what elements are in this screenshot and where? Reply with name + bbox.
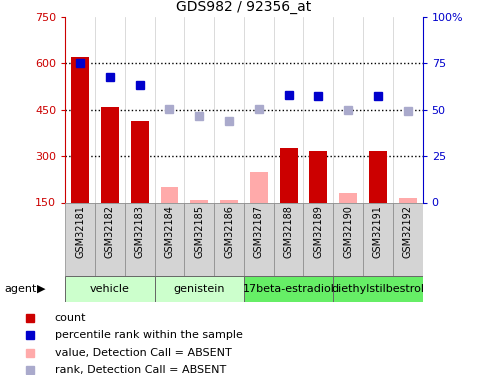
Text: vehicle: vehicle [90,284,130,294]
Text: GSM32192: GSM32192 [403,205,413,258]
Text: GSM32188: GSM32188 [284,205,294,258]
Text: GSM32182: GSM32182 [105,205,115,258]
Bar [155,276,244,302]
Bar [310,150,327,202]
Text: GSM32191: GSM32191 [373,205,383,258]
Bar [155,202,185,276]
Bar [125,202,155,276]
Text: GSM32181: GSM32181 [75,205,85,258]
Bar [339,193,357,202]
Bar [160,187,178,202]
Bar [274,202,303,276]
Bar [280,148,298,202]
Bar [250,172,268,202]
Text: percentile rank within the sample: percentile rank within the sample [55,330,243,340]
Bar [185,202,214,276]
Text: agent: agent [5,284,37,294]
Bar [214,202,244,276]
Bar [71,57,89,202]
Text: GSM32184: GSM32184 [164,205,174,258]
Title: GDS982 / 92356_at: GDS982 / 92356_at [176,0,312,15]
Bar [190,200,208,202]
Text: GSM32185: GSM32185 [194,205,204,258]
Bar [95,202,125,276]
Bar [399,198,417,202]
Bar [363,202,393,276]
Text: GSM32186: GSM32186 [224,205,234,258]
Text: rank, Detection Call = ABSENT: rank, Detection Call = ABSENT [55,365,226,375]
Text: GSM32187: GSM32187 [254,205,264,258]
Text: genistein: genistein [173,284,225,294]
Text: count: count [55,313,86,323]
Text: 17beta-estradiol: 17beta-estradiol [242,284,335,294]
Bar [369,150,387,202]
Bar [244,202,274,276]
Text: value, Detection Call = ABSENT: value, Detection Call = ABSENT [55,348,232,358]
Bar [333,202,363,276]
Bar [65,276,155,302]
Text: ▶: ▶ [37,284,45,294]
Bar [333,276,423,302]
Bar [244,276,333,302]
Text: GSM32189: GSM32189 [313,205,324,258]
Text: GSM32183: GSM32183 [135,205,145,258]
Bar [131,120,149,202]
Bar [220,200,238,202]
Text: diethylstilbestrol: diethylstilbestrol [331,284,425,294]
Bar [101,106,119,202]
Bar [65,202,95,276]
Bar [303,202,333,276]
Bar [393,202,423,276]
Text: GSM32190: GSM32190 [343,205,353,258]
